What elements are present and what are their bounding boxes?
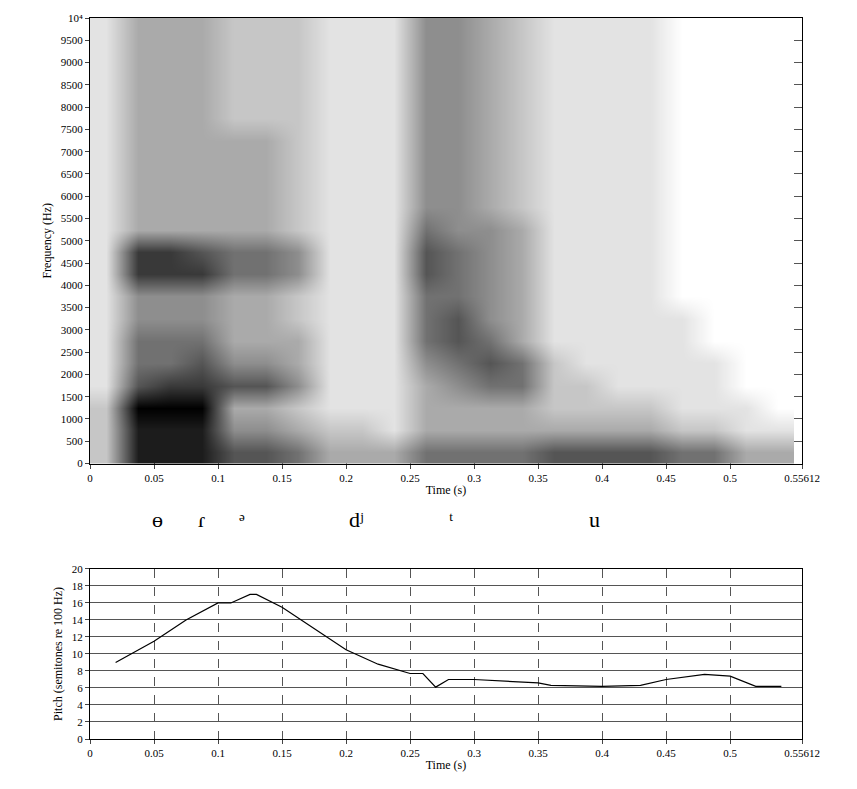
- svg-text:0.5: 0.5: [723, 472, 737, 484]
- svg-text:4500: 4500: [61, 257, 84, 269]
- svg-text:7000: 7000: [61, 146, 84, 158]
- svg-text:ᵗ: ᵗ: [449, 507, 453, 532]
- svg-text:0.25: 0.25: [400, 472, 420, 484]
- svg-text:0.05: 0.05: [144, 747, 164, 759]
- svg-text:ᵊ: ᵊ: [239, 507, 245, 532]
- svg-text:0.55612: 0.55612: [784, 747, 820, 759]
- svg-text:0.15: 0.15: [272, 747, 292, 759]
- svg-text:0.3: 0.3: [467, 472, 481, 484]
- svg-text:u: u: [589, 507, 600, 532]
- svg-text:Pitch (semitones re 100 Hz): Pitch (semitones re 100 Hz): [51, 587, 65, 721]
- svg-text:8000: 8000: [61, 101, 84, 113]
- svg-text:2500: 2500: [61, 346, 84, 358]
- svg-text:0.1: 0.1: [211, 472, 225, 484]
- svg-text:6000: 6000: [61, 190, 84, 202]
- svg-text:14: 14: [72, 614, 84, 626]
- svg-text:0.15: 0.15: [272, 472, 292, 484]
- svg-text:0.35: 0.35: [528, 472, 548, 484]
- svg-text:Frequency (Hz): Frequency (Hz): [40, 203, 54, 279]
- svg-text:0.55612: 0.55612: [784, 472, 820, 484]
- svg-text:2: 2: [77, 716, 83, 728]
- svg-text:0.45: 0.45: [657, 747, 677, 759]
- svg-text:0.05: 0.05: [144, 472, 164, 484]
- svg-text:0.5: 0.5: [723, 747, 737, 759]
- svg-text:9500: 9500: [61, 34, 84, 46]
- svg-text:0: 0: [77, 457, 83, 469]
- svg-text:4000: 4000: [61, 279, 84, 291]
- svg-text:18: 18: [72, 580, 84, 592]
- svg-text:ɾ: ɾ: [198, 507, 205, 532]
- svg-text:0.45: 0.45: [657, 472, 677, 484]
- svg-text:1500: 1500: [61, 391, 84, 403]
- svg-text:Time (s): Time (s): [426, 483, 467, 497]
- svg-text:20: 20: [72, 563, 84, 575]
- svg-text:0.1: 0.1: [211, 747, 225, 759]
- svg-text:0.4: 0.4: [595, 747, 609, 759]
- svg-text:0: 0: [87, 472, 93, 484]
- svg-text:6: 6: [77, 682, 83, 694]
- svg-text:2000: 2000: [61, 368, 84, 380]
- svg-text:8500: 8500: [61, 79, 84, 91]
- svg-text:5000: 5000: [61, 235, 84, 247]
- svg-text:0.25: 0.25: [400, 747, 420, 759]
- svg-text:12: 12: [72, 631, 83, 643]
- svg-text:3000: 3000: [61, 324, 84, 336]
- svg-text:500: 500: [66, 435, 83, 447]
- svg-text:10: 10: [72, 648, 84, 660]
- svg-text:0: 0: [87, 747, 93, 759]
- svg-text:6500: 6500: [61, 168, 84, 180]
- svg-text:7500: 7500: [61, 123, 84, 135]
- svg-text:8: 8: [77, 665, 83, 677]
- svg-text:10⁴: 10⁴: [68, 12, 83, 24]
- svg-text:3500: 3500: [61, 301, 84, 313]
- svg-text:0.2: 0.2: [339, 472, 353, 484]
- svg-text:5500: 5500: [61, 212, 84, 224]
- svg-text:0.3: 0.3: [467, 747, 481, 759]
- svg-text:ɵ: ɵ: [152, 507, 163, 532]
- svg-text:0.2: 0.2: [339, 747, 353, 759]
- svg-text:Time (s): Time (s): [426, 758, 467, 772]
- svg-text:dʲ: dʲ: [349, 507, 363, 532]
- svg-text:9000: 9000: [61, 56, 84, 68]
- svg-text:1000: 1000: [61, 413, 84, 425]
- svg-text:0.35: 0.35: [528, 747, 548, 759]
- svg-text:4: 4: [77, 699, 83, 711]
- svg-text:0.4: 0.4: [595, 472, 609, 484]
- svg-text:16: 16: [72, 597, 84, 609]
- svg-text:0: 0: [77, 733, 83, 745]
